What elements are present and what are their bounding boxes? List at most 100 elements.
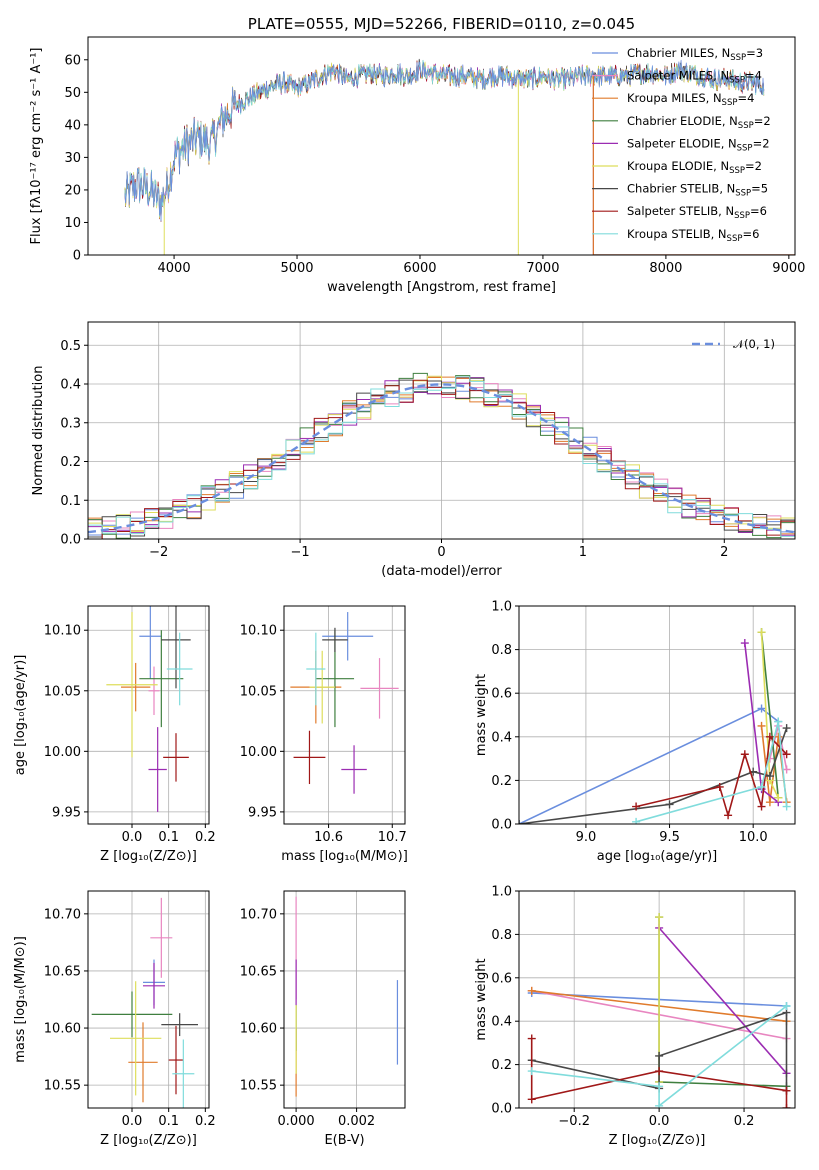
weight-marker	[655, 1067, 664, 1076]
y-tick-label: 10.65	[44, 964, 81, 979]
y-tick-label: 0.2	[491, 1058, 512, 1073]
y-tick-label: 1.0	[491, 600, 512, 615]
errorbar-point	[128, 1022, 158, 1103]
weight-marker	[774, 793, 783, 802]
axes-frame	[283, 890, 406, 1109]
plot-age-vs-mass: 10.6 10.7 9.95 10.00 10.05 10.10 mass [log₁₀(M…	[240, 605, 408, 864]
x-tick-label: −2	[149, 545, 168, 560]
y-tick-label: 0.0	[491, 818, 512, 833]
x-tick-label: 0.0	[122, 1114, 143, 1129]
y-axis-label: mass [log₁₀(M/M⊙)]	[13, 936, 28, 1063]
y-tick-label: 10.10	[240, 624, 277, 639]
y-tick-label: 10.70	[240, 907, 277, 922]
y-tick-label: 10.55	[44, 1079, 81, 1094]
x-tick-label: 0.2	[195, 1114, 216, 1129]
legend: Chabrier MILES, NSSP=3 Salpeter MILES, NS…	[592, 46, 771, 244]
weight-marker	[715, 782, 724, 791]
x-tick-label: 0.1	[158, 830, 179, 845]
errorbar-point	[309, 650, 335, 724]
weight-marker	[782, 724, 791, 733]
weight-marker	[527, 1067, 536, 1076]
x-tick-label: 2	[720, 545, 728, 560]
weight-marker	[527, 986, 536, 995]
errorbar-point	[306, 632, 326, 706]
weight-marker	[655, 1051, 664, 1060]
weight-series-4	[658, 927, 788, 1074]
legend-entry: Chabrier MILES, NSSP=3	[627, 46, 763, 63]
y-tick-label: 9.95	[248, 805, 277, 820]
x-tick-label: 0.1	[158, 1114, 179, 1129]
y-tick-label: 0.3	[60, 416, 81, 431]
errorbar-point	[322, 627, 348, 653]
plot-area	[295, 896, 399, 1097]
errorbar-point	[148, 727, 167, 812]
plot-area	[124, 58, 795, 255]
x-tick-label: −1	[291, 545, 310, 560]
y-tick-label: 0.6	[491, 971, 512, 986]
weight-marker	[740, 750, 749, 759]
weight-marker	[527, 1095, 536, 1104]
weight-marker	[774, 717, 783, 726]
weight-series-3	[760, 632, 780, 798]
errorbar-point	[91, 991, 173, 1038]
y-tick-label: 10.05	[240, 684, 277, 699]
axes-frame	[518, 605, 796, 825]
weight-marker	[757, 802, 766, 811]
x-axis-label: Z [log₁₀(Z/Z⊙)]	[609, 1133, 706, 1148]
errorbar-point	[161, 1013, 198, 1037]
plot-mass-vs-Z: 0.0 0.1 0.2 10.55 10.60 10.65 10.70 Z [log₁₀(Z/…	[13, 890, 216, 1148]
y-tick-label: 1.0	[491, 885, 512, 900]
x-tick-label: 0	[437, 545, 445, 560]
x-tick-label: 9000	[772, 261, 805, 276]
legend-entry: Salpeter ELODIE, NSSP=2	[627, 136, 770, 153]
legend: 𝒩(0, 1)	[692, 337, 775, 351]
x-tick-label: 1	[579, 545, 587, 560]
legend-entry: Kroupa MILES, NSSP=4	[627, 91, 754, 108]
y-tick-label: 40	[64, 118, 81, 133]
weight-marker	[765, 798, 774, 807]
weight-marker	[757, 782, 766, 791]
x-tick-label: 8000	[649, 261, 682, 276]
y-axis-label: Normed distribution	[31, 366, 46, 496]
x-tick-label: 0.002	[338, 1114, 375, 1129]
weight-marker	[632, 802, 641, 811]
errorbar-point	[139, 630, 184, 728]
weight-series-6	[519, 727, 788, 824]
weight-marker	[782, 750, 791, 759]
x-tick-label: −0.2	[558, 1114, 590, 1129]
weight-marker	[774, 732, 783, 741]
plot-area	[290, 612, 399, 794]
legend-entry: Kroupa ELODIE, NSSP=2	[627, 159, 762, 176]
errorbar-point	[172, 1039, 195, 1108]
errorbar-point	[110, 981, 162, 1096]
x-tick-label: 5000	[280, 261, 313, 276]
plot-mass-weight-vs-age: 9.0 9.5 10.0 0.0 0.2 0.4 0.6 0.8 1.0 age [log₁₀(a…	[474, 600, 796, 864]
y-axis-label: age [log₁₀(age/yr)]	[13, 655, 28, 776]
weight-marker	[782, 765, 791, 774]
axes-frame	[87, 321, 796, 540]
plot-spectrum: 4000 5000 6000 7000 8000 9000 0 10 20 30 40 50 60 wav…	[29, 15, 805, 295]
axes-frame	[87, 605, 210, 825]
y-tick-label: 0.4	[60, 378, 81, 393]
x-tick-label: 0.0	[122, 830, 143, 845]
y-tick-label: 20	[64, 183, 81, 198]
plot-area	[519, 628, 791, 824]
x-tick-label: 4000	[158, 261, 191, 276]
y-tick-label: 10	[64, 216, 81, 231]
weight-marker	[782, 802, 791, 811]
errorbar-point	[341, 745, 367, 794]
y-axis-label: mass weight	[474, 958, 489, 1040]
plot-residuals: −2 −1 0 1 2 0.0 0.1 0.2 0.3 0.4 0.5 (data-model)/er…	[31, 321, 796, 579]
y-axis-label: mass weight	[474, 674, 489, 756]
errorbar-point	[121, 662, 151, 712]
weight-series-8	[531, 1005, 787, 1108]
errorbar-point	[148, 666, 160, 715]
y-tick-label: 0.2	[491, 774, 512, 789]
x-tick-label: 6000	[403, 261, 436, 276]
plot-age-vs-Z: 0.0 0.1 0.2 9.95 10.00 10.05 10.10 Z [log₁₀(Z/Z…	[13, 605, 216, 864]
y-tick-label: 30	[64, 151, 81, 166]
x-tick-label: 7000	[526, 261, 559, 276]
x-axis-label: Z [log₁₀(Z/Z⊙)]	[100, 849, 197, 864]
weight-marker	[782, 1104, 791, 1108]
